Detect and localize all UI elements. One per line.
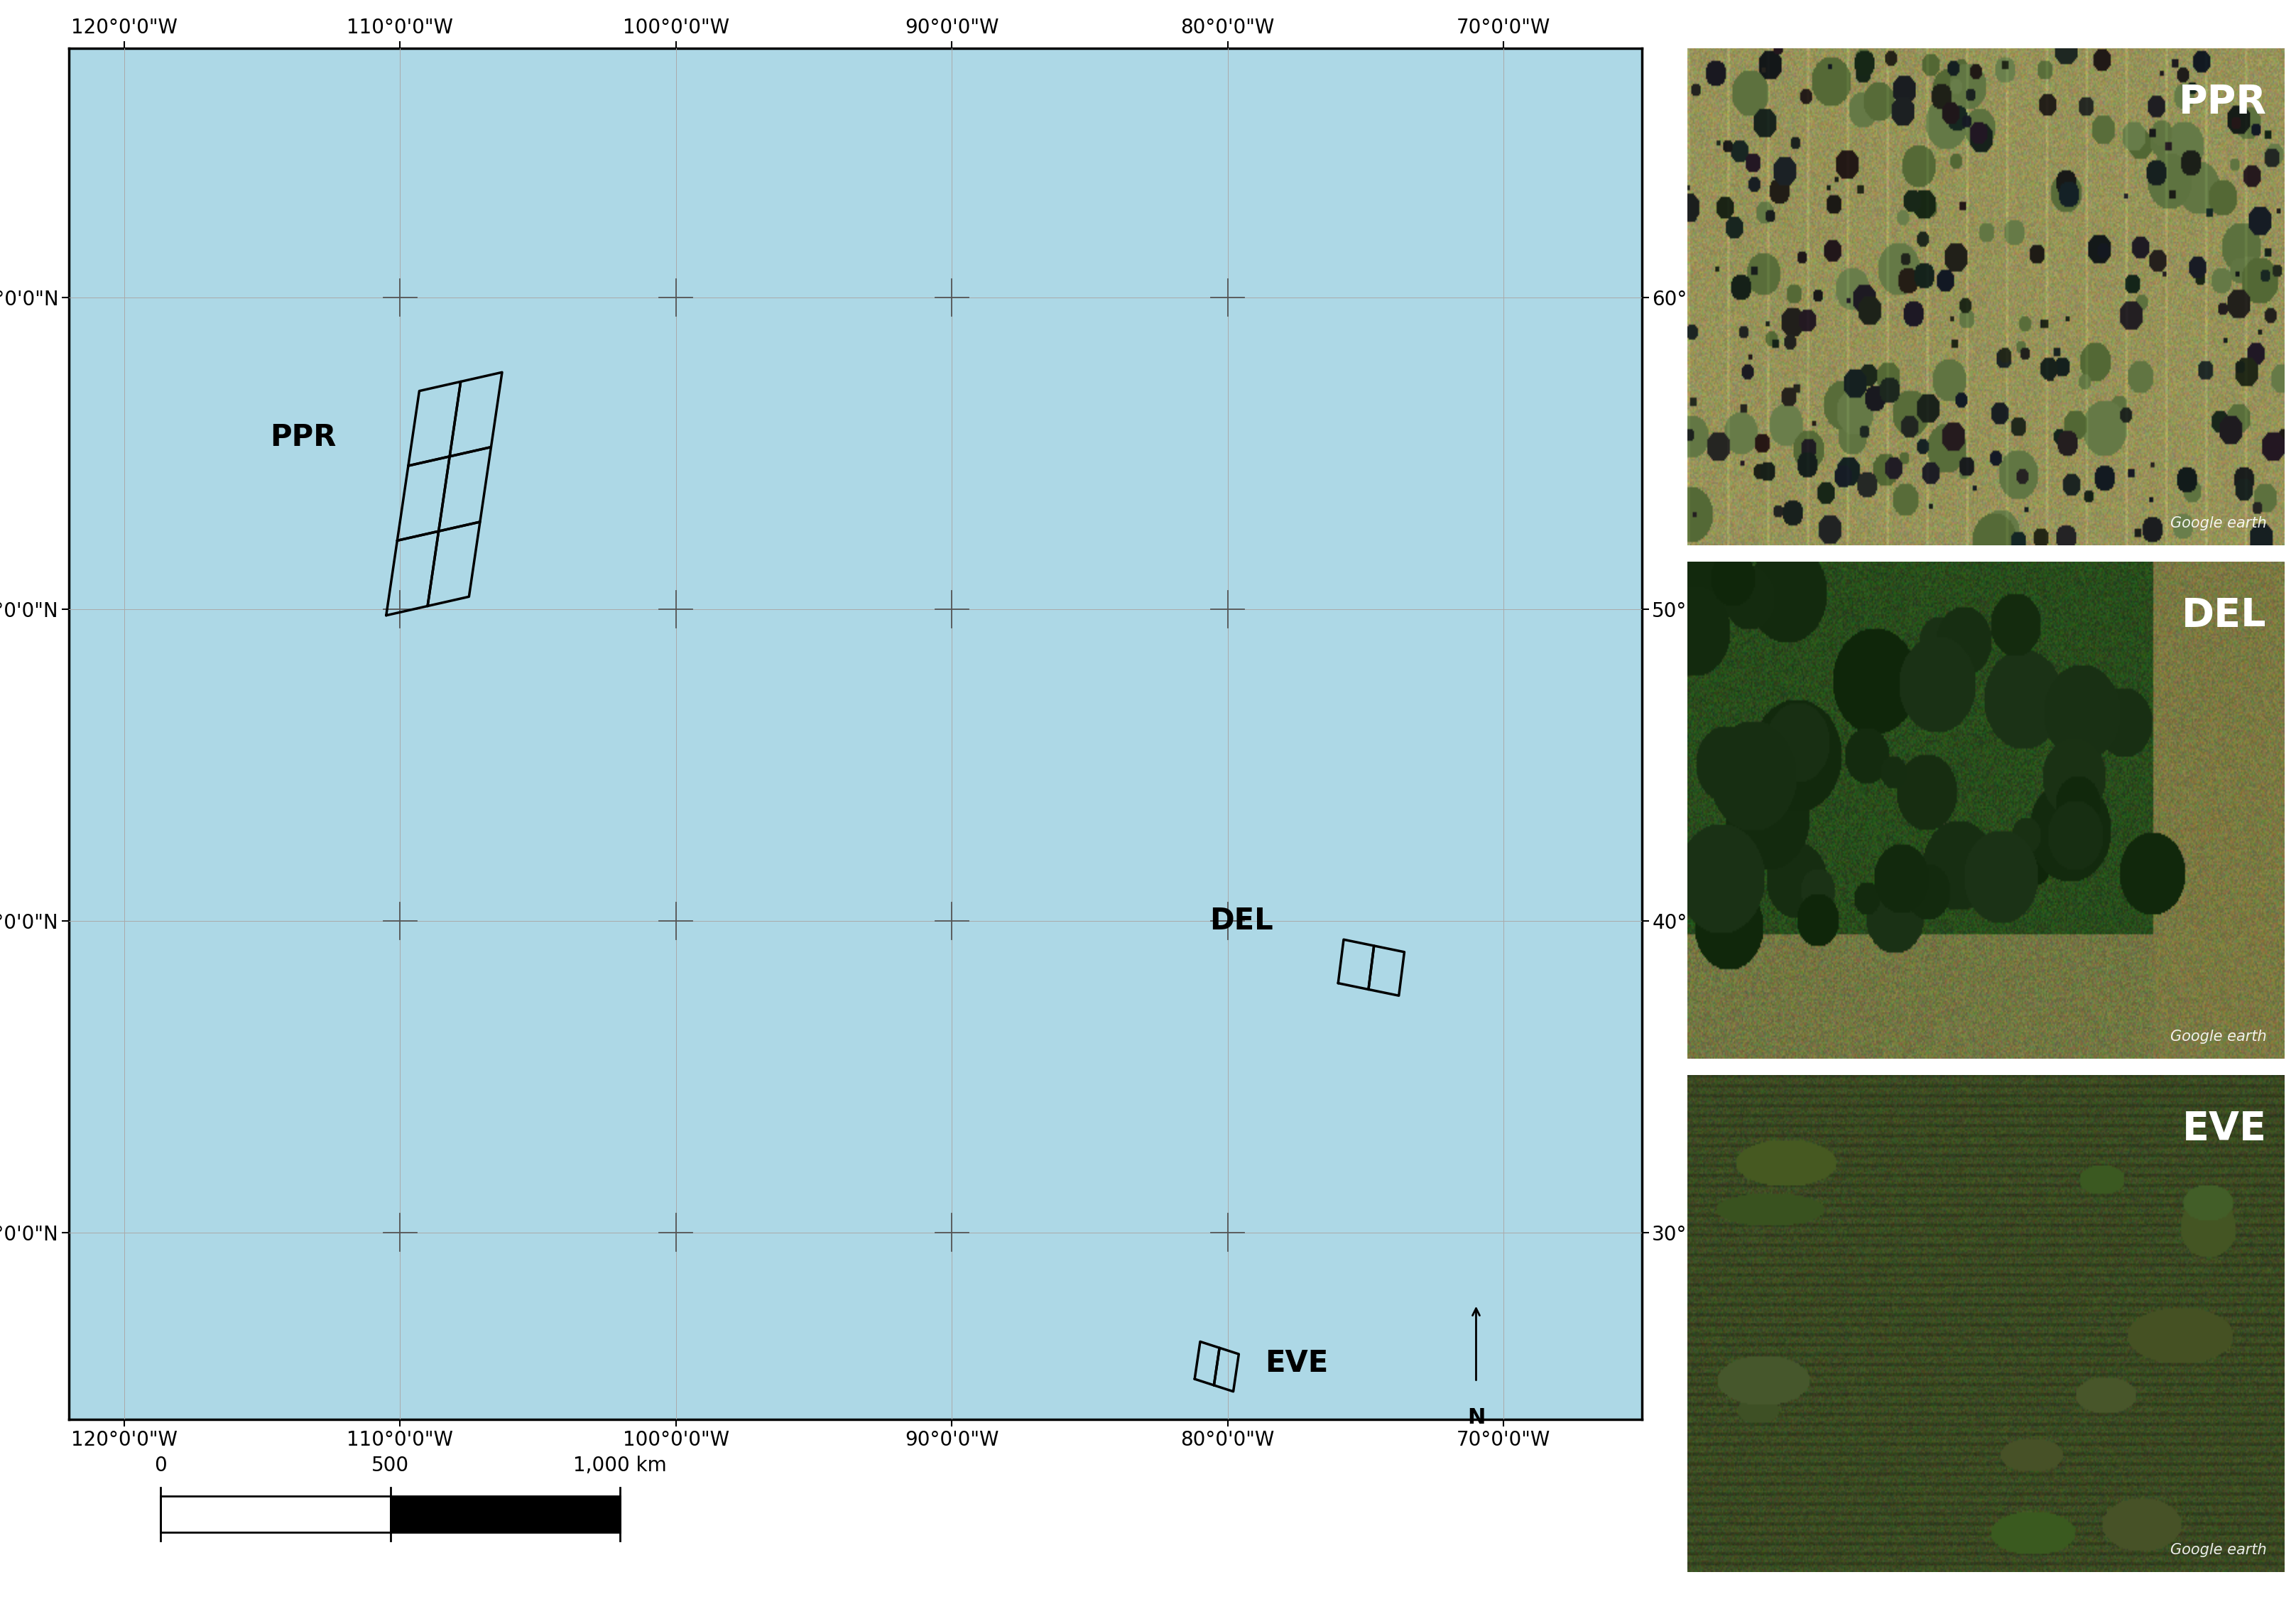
Text: EVE: EVE [1265, 1349, 1329, 1378]
Text: PPR: PPR [271, 423, 338, 452]
Text: Google earth: Google earth [2170, 1030, 2266, 1044]
Text: DEL: DEL [2181, 597, 2266, 635]
Text: EVE: EVE [2181, 1110, 2266, 1148]
Text: DEL: DEL [1210, 906, 1274, 935]
Bar [390, 1497, 620, 1533]
Text: 1,000 km: 1,000 km [574, 1455, 666, 1476]
Text: Google earth: Google earth [2170, 1543, 2266, 1557]
Text: Google earth: Google earth [2170, 516, 2266, 531]
Text: 500: 500 [372, 1455, 409, 1476]
Text: N: N [1467, 1407, 1486, 1428]
Bar [161, 1497, 390, 1533]
Text: PPR: PPR [2179, 83, 2266, 122]
Text: 0: 0 [154, 1455, 168, 1476]
